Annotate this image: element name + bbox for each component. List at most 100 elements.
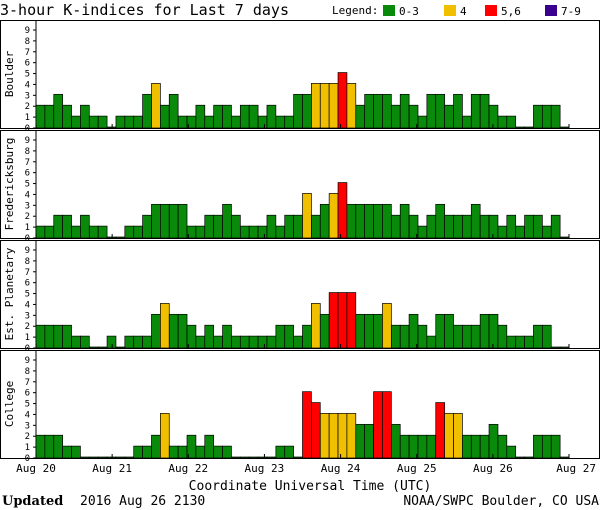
- k-index-bar: [426, 434, 437, 459]
- k-index-bar: [257, 456, 268, 459]
- k-index-bar: [346, 203, 357, 239]
- k-index-bar: [213, 445, 223, 459]
- k-index-bar: [80, 335, 90, 349]
- legend-swatch: [485, 5, 497, 16]
- k-index-bar: [195, 225, 206, 239]
- k-index-bar: [302, 324, 312, 349]
- k-index-bar: [151, 434, 161, 459]
- k-index-bar: [97, 346, 108, 349]
- y-tick-label: 0: [25, 454, 30, 464]
- k-index-bar: [435, 402, 445, 459]
- k-index-bar: [399, 434, 410, 459]
- k-index-bar: [488, 313, 499, 349]
- k-index-bar: [382, 303, 392, 349]
- k-index-bar: [524, 456, 534, 459]
- k-index-bar: [417, 115, 428, 129]
- k-index-bar: [462, 115, 472, 129]
- x-axis: Aug 20 Aug 21 Aug 22 Aug 23 Aug 24 Aug 25 Aug …: [16, 462, 596, 475]
- k-index-bar: [204, 324, 215, 349]
- k-index-bar: [248, 335, 259, 349]
- k-index-bar: [266, 104, 277, 129]
- legend-swatch: [545, 5, 557, 16]
- y-tick-label: 3: [25, 91, 30, 101]
- k-index-bar: [168, 313, 179, 349]
- k-index-bar: [524, 214, 534, 239]
- chart-header: 3-hour K-indices for Last 7 days Legend:…: [0, 1, 581, 19]
- k-index-bar: [364, 423, 374, 459]
- k-index-bar: [311, 303, 321, 349]
- k-index-bar: [142, 335, 152, 349]
- y-tick-label: 5: [25, 290, 30, 300]
- k-index-bar: [284, 324, 294, 349]
- y-tick-label: 2: [25, 102, 30, 112]
- k-index-bar: [284, 115, 294, 129]
- k-index-bar: [479, 313, 490, 349]
- k-index-bar: [408, 313, 419, 349]
- k-index-bar: [524, 126, 534, 129]
- k-index-bar: [106, 126, 117, 129]
- x-axis-label: Coordinate Universal Time (UTC): [189, 479, 432, 494]
- legend: 0-3 4 5,6 7-9: [383, 5, 581, 18]
- panel-station-label: Fredericksburg: [3, 138, 16, 231]
- y-tick-label: 2: [25, 322, 30, 332]
- k-index-bar: [506, 445, 517, 459]
- k-index-bar: [373, 313, 383, 349]
- y-tick-label: 2: [25, 432, 30, 442]
- k-index-bar: [470, 324, 481, 349]
- k-index-bar: [302, 93, 312, 129]
- k-index-bar: [177, 313, 188, 349]
- k-index-bar: [239, 335, 250, 349]
- k-index-bar: [44, 225, 55, 239]
- k-index-bar: [426, 93, 437, 129]
- legend-entry-label: 0-3: [399, 5, 419, 18]
- y-tick-label: 6: [25, 389, 30, 399]
- k-index-bar: [444, 104, 454, 129]
- k-index-bar: [53, 214, 63, 239]
- k-index-bar: [435, 313, 445, 349]
- k-index-bar: [35, 434, 46, 459]
- k-index-bar: [453, 214, 463, 239]
- k-index-bar: [168, 93, 179, 129]
- legend-label: Legend:: [332, 4, 378, 17]
- y-tick-label: 1: [25, 113, 30, 123]
- k-index-bar: [302, 391, 312, 459]
- k-index-bar: [204, 115, 215, 129]
- k-index-bar: [444, 413, 454, 459]
- k-index-bar: [275, 225, 286, 239]
- k-index-bar: [390, 423, 401, 459]
- x-tick-label: Aug 23: [245, 462, 285, 475]
- y-tick-label: 7: [25, 268, 30, 278]
- k-index-bar: [524, 335, 534, 349]
- k-index-bar: [337, 413, 348, 459]
- k-index-bar: [231, 214, 241, 239]
- x-tick-label: Aug 20: [16, 462, 56, 475]
- k-index-bar: [515, 456, 525, 459]
- k-index-bar: [462, 214, 472, 239]
- k-index-bar: [346, 292, 357, 349]
- k-index-bar: [293, 335, 303, 349]
- k-index-bar: [364, 313, 374, 349]
- k-index-bar: [399, 93, 410, 129]
- panel-frame: [0, 350, 600, 459]
- y-tick-label: 6: [25, 169, 30, 179]
- k-index-bar: [453, 413, 463, 459]
- k-index-bar: [533, 324, 543, 349]
- k-index-bar: [106, 236, 117, 239]
- k-index-bar: [533, 104, 543, 129]
- k-index-bar: [222, 445, 232, 459]
- legend-entry-label: 5,6: [501, 5, 521, 18]
- k-index-bar: [479, 93, 490, 129]
- k-index-bar: [168, 203, 179, 239]
- k-index-bar: [222, 203, 232, 239]
- panel-station-label: College: [3, 381, 16, 427]
- panel-station-label: Boulder: [3, 50, 16, 97]
- k-index-bar: [115, 115, 126, 129]
- k-index-bar: [390, 324, 401, 349]
- k-index-bar: [497, 434, 508, 459]
- k-index-bar: [257, 335, 268, 349]
- y-tick-label: 5: [25, 400, 30, 410]
- k-index-bar: [106, 335, 117, 349]
